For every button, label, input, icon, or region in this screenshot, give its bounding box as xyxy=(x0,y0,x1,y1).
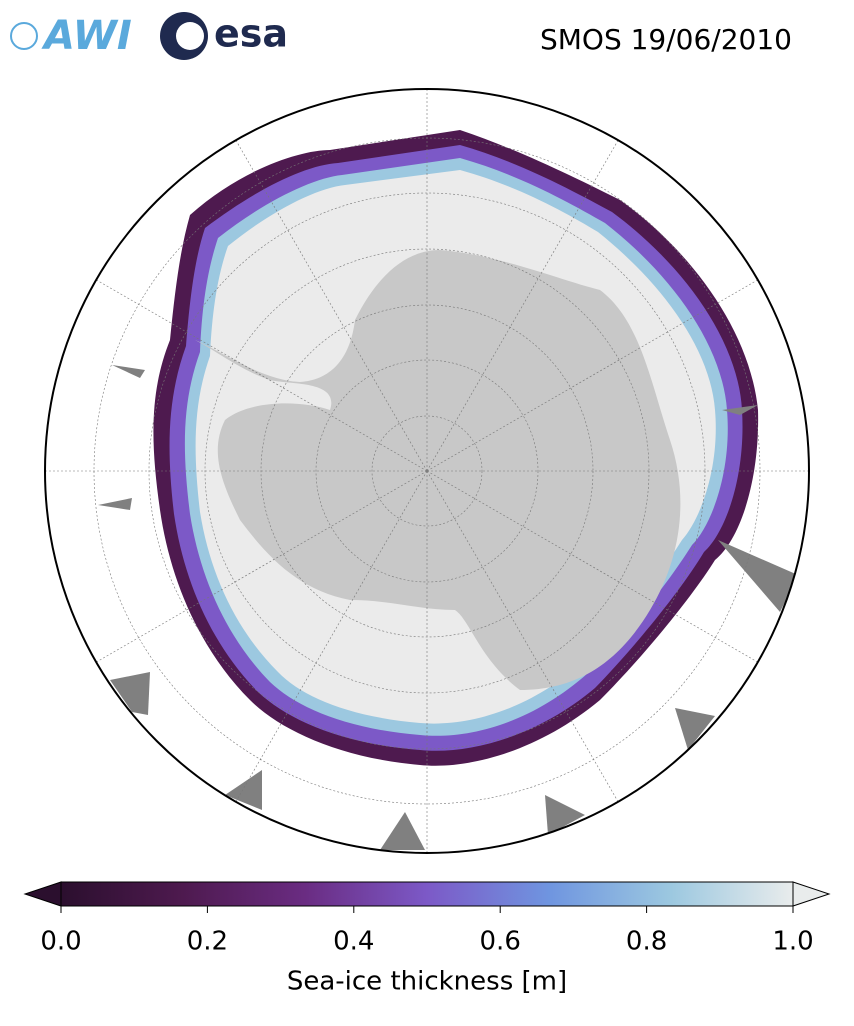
colorbar-tick-label: 0.0 xyxy=(40,927,81,957)
colorbar-tick-label: 0.2 xyxy=(187,927,228,957)
colorbar-scale xyxy=(60,881,794,907)
colorbar-label: Sea-ice thickness [m] xyxy=(287,967,567,997)
logo-awi-text: AWI xyxy=(41,13,132,59)
logo-awi: AWI xyxy=(10,13,132,59)
colorbar-tick-label: 0.8 xyxy=(626,927,667,957)
colorbar-under xyxy=(23,881,62,907)
colorbar: 0.0 0.2 0.4 0.6 0.8 1.0 xyxy=(23,881,831,957)
map xyxy=(45,89,809,853)
colorbar-over xyxy=(792,881,831,907)
colorbar-tick-label: 1.0 xyxy=(772,927,813,957)
title: SMOS 19/06/2010 xyxy=(540,23,792,56)
antarctica xyxy=(195,250,681,690)
land-masses xyxy=(98,365,798,850)
logo-esa: esa xyxy=(160,12,288,60)
colorbar-tick-label: 0.6 xyxy=(480,927,521,957)
logo-esa-text: esa xyxy=(214,12,288,56)
colorbar-tick-label: 0.4 xyxy=(333,927,374,957)
map-boundary xyxy=(44,88,810,854)
graticule xyxy=(45,89,809,853)
